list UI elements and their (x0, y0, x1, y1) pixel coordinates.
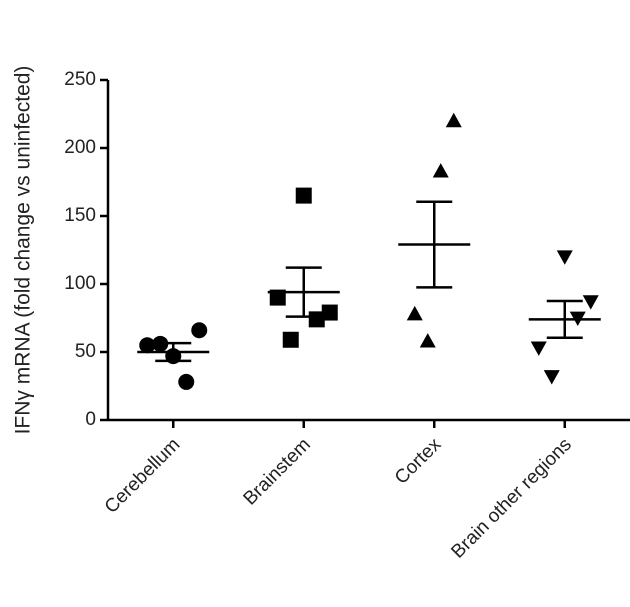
point (308, 311, 325, 328)
point (269, 289, 286, 306)
y-tick-label: 150 (64, 205, 96, 226)
point (432, 163, 449, 178)
y-tick-label: 0 (85, 409, 96, 430)
point (445, 112, 462, 128)
point (139, 337, 156, 354)
x-tick-label: Cortex (391, 434, 446, 489)
point (556, 250, 573, 265)
x-tick-label: Brainstem (240, 434, 315, 509)
point (178, 373, 195, 390)
y-tick-label: 250 (64, 69, 96, 90)
point (321, 304, 338, 321)
point (419, 333, 436, 348)
x-tick-label: Cerebellum (101, 434, 185, 518)
point (191, 322, 208, 339)
point (282, 331, 299, 348)
point (530, 341, 547, 356)
y-tick-label: 200 (64, 137, 96, 158)
point (543, 370, 560, 385)
point (582, 295, 599, 310)
y-tick-label: 100 (64, 273, 96, 294)
y-tick-label: 50 (75, 341, 96, 362)
point (406, 305, 423, 321)
point (295, 187, 312, 204)
x-tick-label: Brain other regions (447, 434, 575, 562)
y-axis-label: IFNγ mRNA (fold change vs uninfected) (12, 66, 35, 435)
